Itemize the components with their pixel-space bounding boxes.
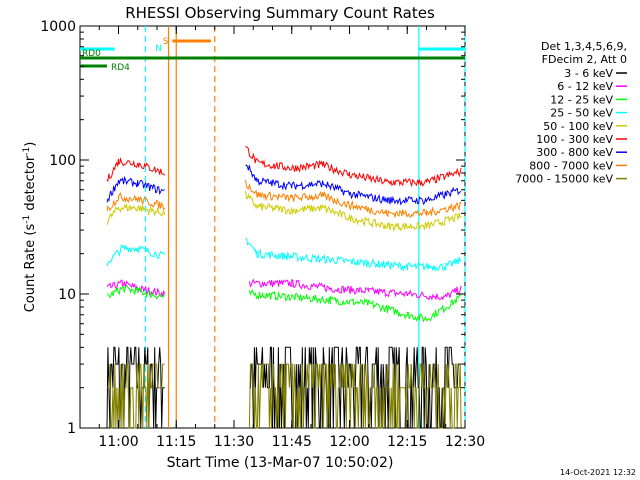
y-axis-label: Count Rate (s-1 detector-1) xyxy=(22,142,38,313)
series-line xyxy=(106,175,165,203)
legend-label: 300 - 800 keV xyxy=(536,146,613,159)
series-line xyxy=(248,363,462,429)
x-tick-label: 12:00 xyxy=(329,434,369,450)
x-axis-label: Start Time (13-Mar-07 10:50:02) xyxy=(167,455,394,471)
legend: Det 1,3,4,5,6,9,FDecim 2, Att 03 - 6 keV… xyxy=(515,40,627,186)
legend-label: 50 - 100 keV xyxy=(543,120,613,133)
axes: 11:00 11:15 11:30 11:45 12:00 12:15 12:30 1 10 10… xyxy=(40,19,485,450)
legend-label: 800 - 7000 keV xyxy=(529,159,613,172)
flag-bar-label: RD4 xyxy=(111,63,130,73)
series-line xyxy=(248,278,462,301)
series-line xyxy=(106,202,166,225)
series-line xyxy=(106,346,165,429)
flag-letter: S xyxy=(163,37,169,47)
legend-label: 100 - 300 keV xyxy=(536,133,613,146)
flag-letter: N xyxy=(155,44,162,54)
flag-bar-label: RD0 xyxy=(82,49,101,59)
series-layer xyxy=(106,145,462,429)
legend-label: 12 - 25 keV xyxy=(550,93,613,106)
legend-label: 25 - 50 keV xyxy=(550,107,613,120)
legend-header: FDecim 2, Att 0 xyxy=(542,53,627,66)
legend-header: Det 1,3,4,5,6,9, xyxy=(541,40,627,53)
series-line xyxy=(106,192,166,212)
series-line xyxy=(245,237,462,273)
y-tick-label: 100 xyxy=(49,153,76,169)
x-tick-label: 11:15 xyxy=(156,434,196,450)
legend-label: 6 - 12 keV xyxy=(557,80,613,93)
series-line xyxy=(245,190,462,233)
series-line xyxy=(248,289,462,323)
y-tick-label: 10 xyxy=(58,287,76,303)
timestamp: 14-Oct-2021 12:32 xyxy=(560,468,636,477)
series-line xyxy=(106,284,166,300)
series-line xyxy=(107,363,165,429)
x-tick-label: 12:30 xyxy=(445,434,485,450)
series-line xyxy=(245,145,462,188)
x-tick-label: 11:30 xyxy=(214,434,254,450)
legend-label: 3 - 6 keV xyxy=(564,67,613,80)
series-line xyxy=(106,244,166,267)
x-tick-label: 12:15 xyxy=(387,434,427,450)
chart-title: RHESSI Observing Summary Count Rates xyxy=(125,4,435,22)
x-tick-label: 11:45 xyxy=(272,434,312,450)
legend-label: 7000 - 15000 keV xyxy=(515,173,613,186)
series-line xyxy=(245,164,462,206)
flag-bars: RD0 RD4 SN xyxy=(80,37,465,73)
series-line xyxy=(106,156,166,183)
x-tick-label: 11:00 xyxy=(98,434,138,450)
y-tick-label: 1 xyxy=(67,421,76,437)
series-line xyxy=(245,179,462,218)
y-tick-label: 1000 xyxy=(40,19,76,35)
